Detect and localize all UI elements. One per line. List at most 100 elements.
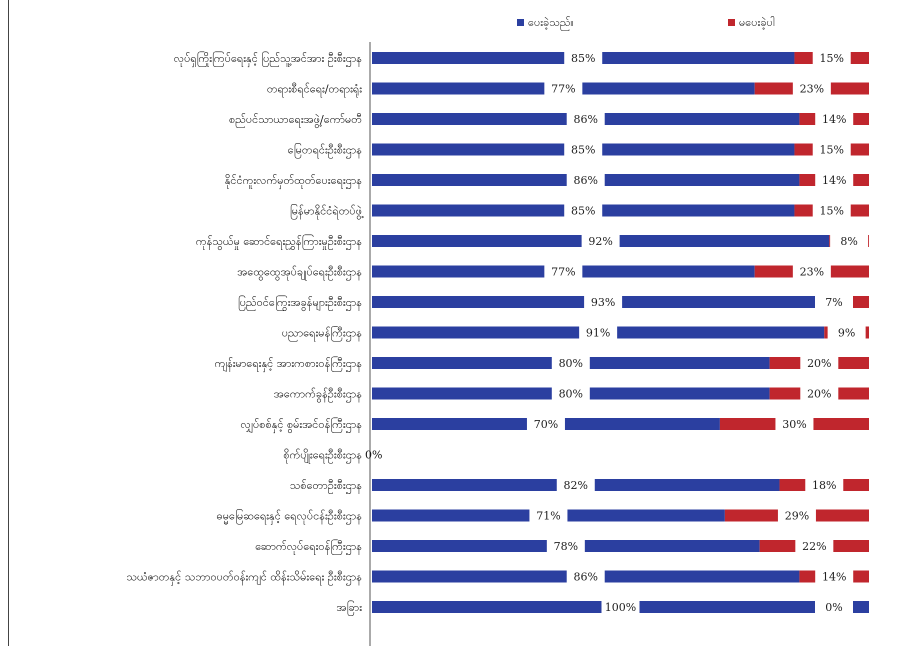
- data-label-box-no: [830, 234, 869, 248]
- data-label-no: 0%: [825, 601, 842, 614]
- data-label-yes: 82%: [564, 479, 588, 492]
- data-label-no: 14%: [822, 113, 846, 126]
- category-label: သစ်တောဦးစီးဌာန: [290, 479, 362, 494]
- data-label-yes: 85%: [571, 144, 595, 157]
- data-label-box-no: [815, 600, 853, 614]
- data-label-box-yes: [564, 51, 603, 65]
- data-label-no: 30%: [782, 418, 806, 431]
- data-label-box-no: [827, 325, 866, 340]
- data-label-yes: 93%: [591, 296, 615, 309]
- data-label-yes: 70%: [534, 418, 558, 431]
- data-label-yes: 80%: [559, 357, 583, 370]
- data-label-box-no: [805, 478, 844, 492]
- category-label: လုပ်ရှကြိုးကြပ်ရေးနှင့် ပြည်သူ့အင်အား ဦး…: [174, 51, 362, 67]
- data-label-no: 18%: [812, 479, 836, 492]
- category-label: လျှပ်စစ်နှင့် စွမ်းအင်ဝန်ကြီးဌာန: [241, 417, 362, 433]
- data-label-no: 7%: [825, 296, 842, 309]
- chart-rows: လုပ်ရှကြိုးကြပ်ရေးနှင့် ပြည်သူ့အင်အား ဦး…: [126, 51, 869, 616]
- data-label-yes: 78%: [554, 540, 578, 553]
- legend-swatch-yes: [517, 19, 524, 26]
- data-label-box-no: [775, 417, 814, 431]
- category-label: အကောက်ခွန်ဦးစီးဌာန: [274, 388, 362, 403]
- data-label-box-yes: [566, 112, 605, 126]
- data-label-no: 23%: [800, 83, 824, 96]
- data-label-box-no: [795, 539, 834, 553]
- data-label-yes: 92%: [588, 235, 612, 248]
- data-label-box-yes: [566, 173, 605, 187]
- data-label-no: 8%: [840, 235, 857, 248]
- data-label-box-yes: [551, 386, 590, 401]
- data-label-box-no: [800, 386, 839, 401]
- category-label: ကုန်သွယ်မှု ဆောင်ရေးညွှန်ကြားမှုဦးစီးဌာန: [196, 234, 362, 250]
- category-label: ကျန်းမာရေးနှင့် အားကစားဝန်ကြီးဌာန: [215, 356, 362, 372]
- data-label-box-no: [800, 356, 839, 370]
- category-label: ပညာရေးမန်ကြီးဌာန: [282, 326, 362, 342]
- data-label-box-yes: [564, 203, 603, 218]
- legend-label-yes: ပေးခဲ့သည်။: [528, 16, 574, 31]
- category-label: ပြည်ဝင်ကြွေးအခွန်များဦးစီးဌာန: [238, 295, 362, 311]
- data-label-box-yes: [556, 478, 595, 492]
- data-label-yes: 0%: [365, 449, 382, 462]
- data-label-box-yes: [551, 356, 590, 370]
- category-label: တရားစီရင်ရေး/တရားရုံး: [267, 83, 362, 98]
- data-label-no: 20%: [807, 357, 831, 370]
- category-label: ဓမ္မမြေဆရေးနှင့် ရေလုပ်ငန်းဦးစီးဌာန: [217, 509, 362, 525]
- data-label-box-yes: [566, 569, 605, 584]
- data-label-yes: 91%: [586, 327, 610, 340]
- data-label-box-no: [815, 173, 854, 187]
- data-label-no: 15%: [819, 52, 843, 65]
- data-label-box-yes: [581, 234, 620, 248]
- data-label-box-yes: [579, 325, 618, 340]
- data-label-box-no: [777, 508, 816, 523]
- data-label-yes: 77%: [551, 266, 575, 279]
- left-border-line: [8, 0, 9, 646]
- data-label-yes: 77%: [551, 83, 575, 96]
- data-label-box-no: [812, 51, 851, 65]
- data-label-no: 14%: [822, 571, 846, 584]
- data-label-box-no: [815, 569, 854, 584]
- category-label: နိုင်ငံကူးလက်မှတ်ထုတ်ပေးရေးဌာန: [225, 174, 362, 189]
- data-label-box-yes: [529, 508, 568, 523]
- data-label-box-yes: [546, 539, 585, 553]
- data-label-box-yes: [601, 600, 640, 614]
- category-label: အခြား: [337, 600, 363, 616]
- data-label-box-no: [792, 81, 831, 96]
- category-label: သယံဇာတနှင့် သဘာဝပတ်ဝန်းကျင် ထိန်းသိမ်းရေ…: [126, 571, 362, 586]
- legend-label-no: မပေးခဲ့ပါ: [739, 16, 775, 30]
- data-label-yes: 85%: [571, 205, 595, 218]
- data-label-yes: 71%: [536, 510, 560, 523]
- data-label-box-no: [815, 295, 853, 309]
- data-label-yes: 86%: [573, 174, 597, 187]
- data-label-no: 15%: [819, 205, 843, 218]
- category-label: အထွေထွေအုပ်ချုပ်ရေးဦးစီးဌာန: [237, 266, 362, 281]
- data-label-box-yes: [544, 81, 583, 96]
- category-label: စည်ပင်သာယာရေးအဖွဲ့/ကော်မတီ: [229, 113, 362, 128]
- category-label: မြေတရင်းဦးစီးဌာန: [288, 143, 362, 159]
- data-label-no: 20%: [807, 388, 831, 401]
- data-label-yes: 86%: [573, 571, 597, 584]
- category-label: မြန်မာနိုင်ငံရဲတပ်ဖွဲ့: [290, 204, 363, 220]
- legend-swatch-no: [728, 19, 735, 26]
- data-label-yes: 85%: [571, 52, 595, 65]
- data-label-yes: 86%: [573, 113, 597, 126]
- data-label-box-no: [815, 112, 854, 126]
- category-label: ဆောက်လုပ်ရေးဝန်ကြီးဌာန: [255, 539, 362, 555]
- data-label-yes: 100%: [605, 601, 636, 614]
- data-label-no: 9%: [838, 327, 855, 340]
- data-label-no: 15%: [819, 144, 843, 157]
- data-label-box-no: [812, 203, 851, 218]
- data-label-box-yes: [544, 264, 583, 279]
- data-label-no: 22%: [802, 540, 826, 553]
- data-label-no: 23%: [800, 266, 824, 279]
- legend: ပေးခဲ့သည်။ မပေးခဲ့ပါ: [517, 16, 775, 31]
- category-label: စိုက်ပျိုးရေးဦးစီးဌာန: [283, 449, 362, 464]
- data-label-box-yes: [584, 295, 623, 309]
- data-label-box-yes: [526, 417, 565, 431]
- data-label-no: 29%: [785, 510, 809, 523]
- data-label-box-no: [792, 264, 831, 279]
- data-label-box-no: [812, 142, 851, 157]
- data-label-yes: 80%: [559, 388, 583, 401]
- data-label-box-yes: [564, 142, 603, 157]
